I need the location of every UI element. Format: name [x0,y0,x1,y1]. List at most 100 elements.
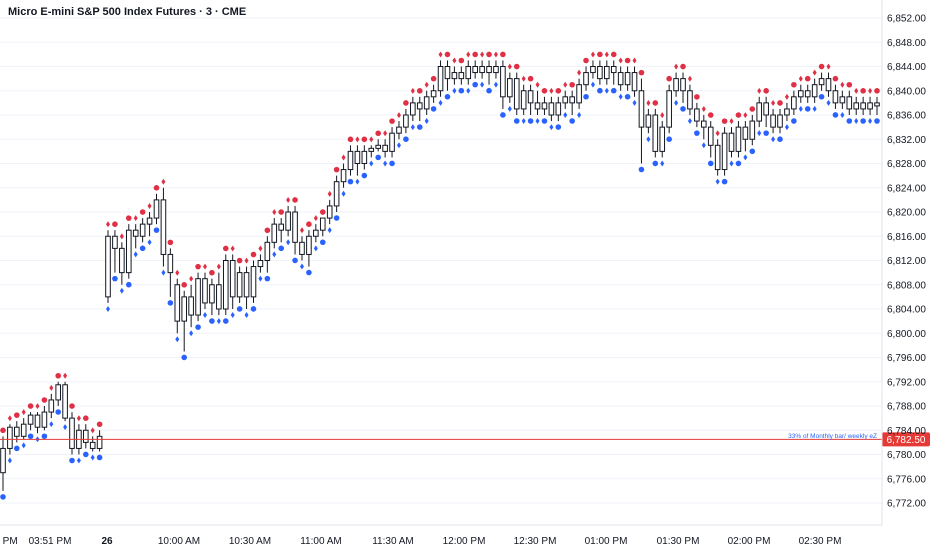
candle [486,60,492,85]
candle [313,224,319,243]
low-diamond [771,136,776,143]
candle [382,139,388,158]
low-dot [27,433,34,440]
price-tick-label: 6,800.00 [887,329,926,340]
high-diamond [743,112,748,119]
price-axis[interactable]: 6,852.00 6,848.00 6,844.00 6,840.00 6,836.00… [881,0,926,525]
candle [645,108,652,134]
low-diamond [854,118,859,124]
candle [534,90,541,115]
candle-body [83,429,89,443]
candle [749,115,756,146]
candle [416,96,423,122]
candle [520,84,527,115]
candle [14,421,20,443]
low-diamond [76,457,81,464]
high-diamond [106,221,110,228]
time-tick-label: 11:30 AM [372,536,414,547]
candle-body [306,235,312,255]
candle [555,96,562,122]
price-tick-label: 6,784.00 [887,426,926,437]
high-diamond [687,75,692,82]
candle-body [285,211,291,231]
high-dot [139,209,146,215]
low-dot [13,445,20,452]
candle [278,218,284,243]
low-diamond [383,160,388,167]
candle [160,187,167,267]
low-diamond [743,154,748,161]
high-dot [41,397,48,403]
low-dot [804,106,811,112]
candle [583,66,589,91]
low-dot [250,306,257,312]
high-dot [777,100,783,106]
chart-title: Micro E-mini S&P 500 Index Futures · 3 ·… [8,6,247,18]
candle-body [631,72,638,92]
candle [777,108,783,134]
candle-body [763,102,769,116]
candle [687,84,693,115]
low-dot [69,457,75,464]
high-diamond [202,263,207,270]
signal-dots [0,51,880,500]
high-dot [250,251,257,258]
candle [590,60,596,79]
time-tick-label: 12:30 PM [514,536,557,547]
candle [437,60,444,97]
candle-body [396,126,402,134]
time-axis[interactable]: 0 PM 03:51 PM 26 10:00 AM 10:30 AM 11:00 AM 11… [0,524,882,547]
price-tick-label: 6,828.00 [887,159,926,170]
candle-body [222,260,229,310]
candle-body [188,296,194,316]
candle-body [437,66,444,92]
low-dot [763,130,769,136]
high-diamond [798,75,803,82]
candle-body [811,84,818,98]
candle-body [527,90,534,104]
low-dot [264,275,271,282]
low-diamond [230,312,235,318]
low-dot [96,454,103,461]
price-tick-label: 6,840.00 [887,86,926,97]
candle-body [340,169,347,183]
candle [354,145,361,176]
high-diamond [438,51,443,58]
low-dot [624,93,631,100]
candle [285,205,291,237]
high-dot [306,221,312,227]
candle-body [271,223,278,243]
high-dot [222,245,229,252]
candle [216,272,222,316]
candle-body [96,435,103,449]
candle [853,96,860,115]
candle-body [784,108,790,116]
candle [257,254,264,273]
candle [562,90,569,109]
low-diamond [784,124,789,131]
price-tick-label: 6,852.00 [887,14,926,25]
low-dot [306,269,312,276]
candle [202,272,208,309]
candle [479,60,485,79]
candle [69,412,75,455]
candle [229,254,236,309]
candle-body [299,241,305,255]
candle [465,60,472,85]
low-dot [222,318,229,324]
high-diamond [230,245,235,252]
high-dot [444,51,451,58]
low-dot [278,245,284,252]
candle-body [368,147,375,152]
high-dot [694,94,700,100]
candle-body [416,102,423,110]
candle [41,406,48,431]
candle-body [458,72,465,80]
candle-body [797,90,804,98]
candle [701,115,707,140]
high-diamond [76,415,81,422]
candle-body [14,426,20,437]
time-tick-label: 01:00 PM [585,536,628,547]
candle [236,266,243,303]
